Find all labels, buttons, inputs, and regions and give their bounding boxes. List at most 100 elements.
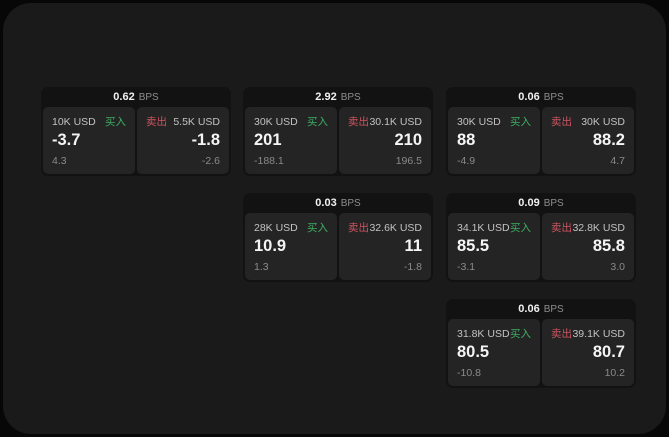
buy-panel-top: 31.8K USD 买入 (457, 326, 531, 341)
buy-label: 买入 (510, 328, 531, 340)
sell-panel-top: 卖出 30.1K USD (348, 114, 422, 129)
buy-panel[interactable]: 28K USD 买入 10.9 1.3 (245, 213, 337, 280)
sell-price: 80.7 (592, 343, 625, 361)
sell-delta: 4.7 (610, 155, 625, 167)
sell-panel[interactable]: 卖出 5.5K USD -1.8 -2.6 (137, 107, 229, 174)
sell-notional-amount: 32.8K USD (572, 222, 625, 234)
buy-label: 买入 (510, 116, 531, 128)
quote-panels: 10K USD 买入 -3.7 4.3 卖出 5.5K USD -1.8 -2.… (41, 107, 231, 176)
sell-delta: 196.5 (395, 155, 422, 167)
bps-suffix-label: BPS (340, 197, 361, 209)
buy-price: 80.5 (457, 343, 490, 361)
buy-notional-amount: 10K USD (52, 116, 96, 128)
sell-panel-top: 卖出 30K USD (551, 114, 625, 129)
sell-price: 210 (394, 131, 422, 149)
buy-delta: -188.1 (254, 155, 284, 167)
bps-header: 0.62 BPS (41, 87, 231, 107)
quote-panels: 28K USD 买入 10.9 1.3 卖出 32.6K USD 11 -1.8 (243, 213, 433, 282)
sell-panel-top: 卖出 32.6K USD (348, 220, 422, 235)
buy-panel[interactable]: 31.8K USD 买入 80.5 -10.8 (448, 319, 540, 386)
buy-panel[interactable]: 30K USD 买入 88 -4.9 (448, 107, 540, 174)
quote-card: 0.06 BPS 31.8K USD 买入 80.5 -10.8 卖出 39.1… (446, 299, 636, 388)
buy-panel-top: 34.1K USD 买入 (457, 220, 531, 235)
quote-panels: 30K USD 买入 88 -4.9 卖出 30K USD 88.2 4.7 (446, 107, 636, 176)
bps-value: 0.62 (113, 91, 135, 103)
bps-header: 0.06 BPS (446, 87, 636, 107)
buy-price: 10.9 (254, 237, 287, 255)
quote-card: 0.03 BPS 28K USD 买入 10.9 1.3 卖出 32.6K US… (243, 193, 433, 282)
sell-price: -1.8 (191, 131, 220, 149)
buy-price: 85.5 (457, 237, 490, 255)
buy-label: 买入 (307, 116, 328, 128)
buy-label: 买入 (510, 222, 531, 234)
sell-panel[interactable]: 卖出 32.6K USD 11 -1.8 (339, 213, 431, 280)
buy-panel-top: 10K USD 买入 (52, 114, 126, 129)
sell-panel[interactable]: 卖出 39.1K USD 80.7 10.2 (542, 319, 634, 386)
buy-panel[interactable]: 30K USD 买入 201 -188.1 (245, 107, 337, 174)
quote-panels: 31.8K USD 买入 80.5 -10.8 卖出 39.1K USD 80.… (446, 319, 636, 388)
buy-price: -3.7 (52, 131, 81, 149)
sell-price: 88.2 (592, 131, 625, 149)
sell-label: 卖出 (348, 116, 369, 128)
buy-label: 买入 (105, 116, 126, 128)
bps-header: 0.03 BPS (243, 193, 433, 213)
sell-label: 卖出 (146, 116, 167, 128)
quote-card: 2.92 BPS 30K USD 买入 201 -188.1 卖出 30.1K … (243, 87, 433, 176)
buy-notional-amount: 28K USD (254, 222, 298, 234)
bps-suffix-label: BPS (543, 197, 564, 209)
sell-panel-top: 卖出 32.8K USD (551, 220, 625, 235)
bps-suffix-label: BPS (543, 91, 564, 103)
quote-panels: 30K USD 买入 201 -188.1 卖出 30.1K USD 210 1… (243, 107, 433, 176)
buy-delta: 1.3 (254, 261, 269, 273)
buy-notional-amount: 31.8K USD (457, 328, 510, 340)
sell-panel[interactable]: 卖出 30K USD 88.2 4.7 (542, 107, 634, 174)
sell-panel-top: 卖出 39.1K USD (551, 326, 625, 341)
sell-notional-amount: 5.5K USD (173, 116, 220, 128)
buy-panel[interactable]: 34.1K USD 买入 85.5 -3.1 (448, 213, 540, 280)
main-panel: 0.62 BPS 10K USD 买入 -3.7 4.3 卖出 5.5K USD… (3, 3, 666, 434)
sell-panel[interactable]: 卖出 30.1K USD 210 196.5 (339, 107, 431, 174)
buy-notional-amount: 30K USD (457, 116, 501, 128)
bps-value: 0.03 (315, 197, 337, 209)
sell-price: 85.8 (592, 237, 625, 255)
bps-suffix-label: BPS (340, 91, 361, 103)
buy-notional-amount: 30K USD (254, 116, 298, 128)
sell-price: 11 (404, 237, 422, 255)
bps-suffix-label: BPS (138, 91, 159, 103)
sell-panel[interactable]: 卖出 32.8K USD 85.8 3.0 (542, 213, 634, 280)
bps-value: 0.06 (518, 303, 540, 315)
sell-delta: -2.6 (201, 155, 220, 167)
sell-notional-amount: 32.6K USD (369, 222, 422, 234)
quote-card: 0.62 BPS 10K USD 买入 -3.7 4.3 卖出 5.5K USD… (41, 87, 231, 176)
sell-delta: 10.2 (604, 367, 625, 379)
bps-header: 2.92 BPS (243, 87, 433, 107)
bps-header: 0.06 BPS (446, 299, 636, 319)
bps-value: 0.09 (518, 197, 540, 209)
quote-panels: 34.1K USD 买入 85.5 -3.1 卖出 32.8K USD 85.8… (446, 213, 636, 282)
quote-card: 0.09 BPS 34.1K USD 买入 85.5 -3.1 卖出 32.8K… (446, 193, 636, 282)
sell-delta: -1.8 (403, 261, 422, 273)
buy-price: 88 (457, 131, 476, 149)
buy-panel-top: 30K USD 买入 (457, 114, 531, 129)
sell-label: 卖出 (551, 222, 572, 234)
bps-header: 0.09 BPS (446, 193, 636, 213)
buy-delta: -3.1 (457, 261, 476, 273)
sell-label: 卖出 (348, 222, 369, 234)
sell-notional-amount: 30.1K USD (369, 116, 422, 128)
bps-suffix-label: BPS (543, 303, 564, 315)
sell-notional-amount: 30K USD (581, 116, 625, 128)
buy-notional-amount: 34.1K USD (457, 222, 510, 234)
buy-panel-top: 28K USD 买入 (254, 220, 328, 235)
quote-card: 0.06 BPS 30K USD 买入 88 -4.9 卖出 30K USD 8… (446, 87, 636, 176)
sell-label: 卖出 (551, 116, 572, 128)
sell-delta: 3.0 (610, 261, 625, 273)
buy-delta: -10.8 (457, 367, 481, 379)
sell-panel-top: 卖出 5.5K USD (146, 114, 220, 129)
buy-panel[interactable]: 10K USD 买入 -3.7 4.3 (43, 107, 135, 174)
bps-value: 0.06 (518, 91, 540, 103)
bps-value: 2.92 (315, 91, 337, 103)
buy-delta: 4.3 (52, 155, 67, 167)
sell-label: 卖出 (551, 328, 572, 340)
buy-delta: -4.9 (457, 155, 476, 167)
buy-label: 买入 (307, 222, 328, 234)
